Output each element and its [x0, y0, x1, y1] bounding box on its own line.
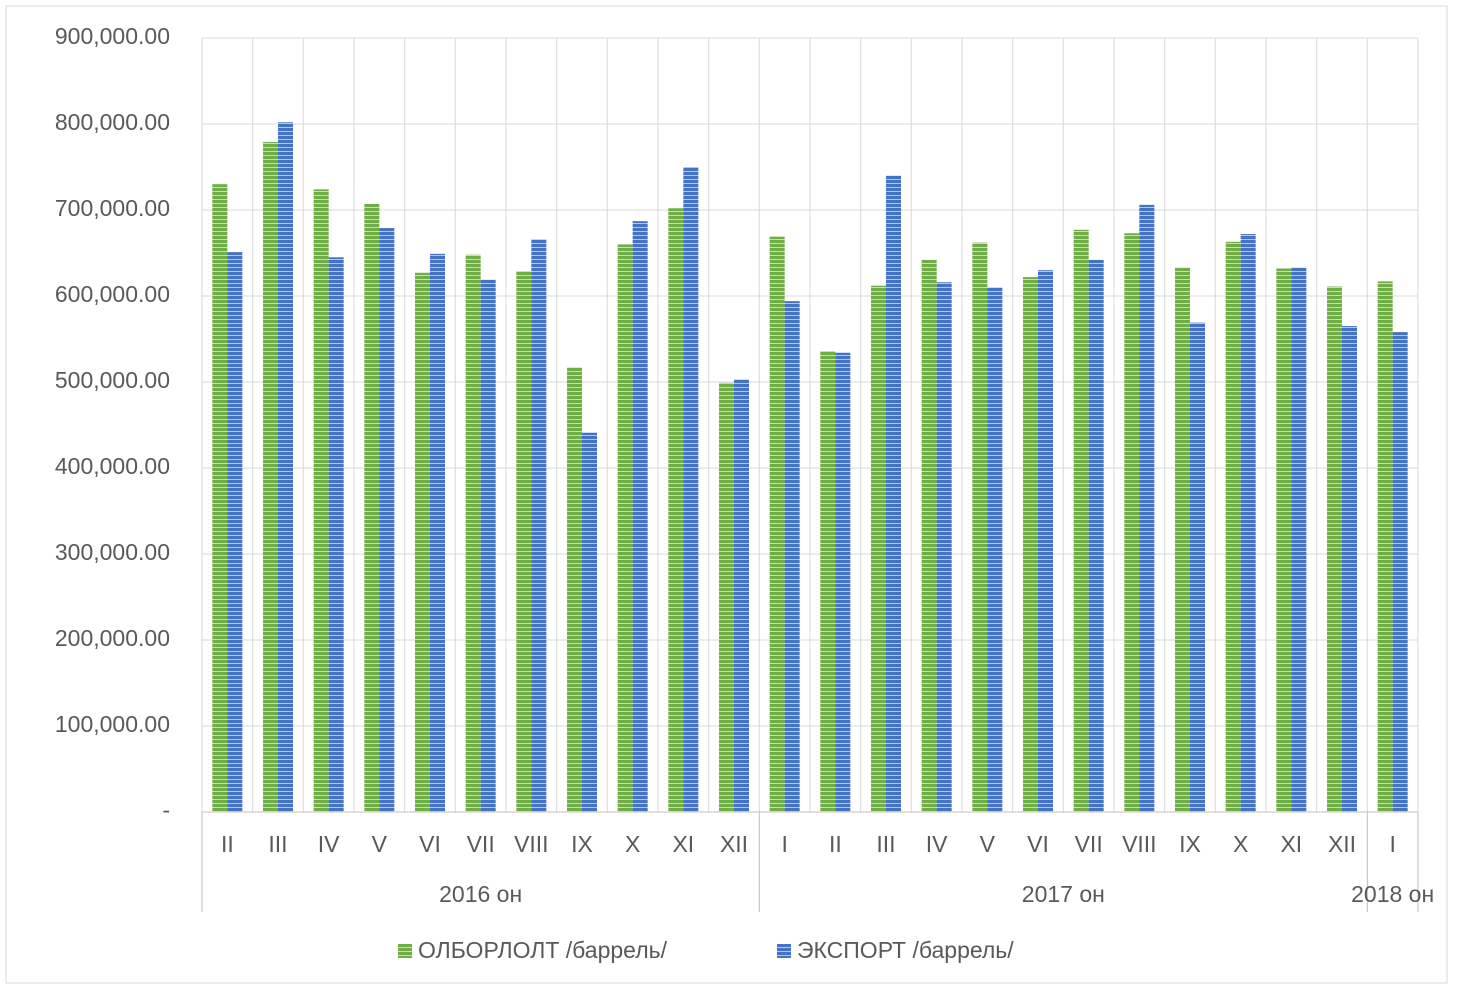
bar	[1190, 322, 1205, 812]
bar	[719, 382, 734, 812]
x-tick-label: VI	[1027, 831, 1049, 857]
bar	[582, 432, 597, 812]
bar	[531, 239, 547, 813]
bar	[683, 167, 699, 812]
bar	[1327, 286, 1342, 812]
x-tick-label: IV	[926, 831, 948, 857]
x-tick-label: X	[1233, 831, 1248, 857]
x-tick-label: III	[876, 831, 895, 857]
bar	[921, 259, 937, 812]
bar	[1073, 229, 1089, 812]
x-tick-label: XI	[1280, 831, 1302, 857]
y-tick-label: 900,000.00	[55, 23, 170, 49]
bar	[1175, 267, 1190, 812]
bar	[1240, 234, 1256, 812]
group-label: 2016 он	[439, 881, 522, 907]
y-tick-label: 800,000.00	[55, 109, 170, 135]
bar	[1023, 277, 1038, 813]
bar	[263, 142, 278, 812]
bar	[415, 272, 430, 812]
x-tick-label: I	[1389, 831, 1395, 857]
bar	[1038, 270, 1053, 812]
bar	[734, 379, 749, 812]
x-tick-label: VIII	[514, 831, 549, 857]
bar	[1124, 233, 1140, 813]
bar	[1291, 267, 1307, 812]
y-tick-label: 300,000.00	[55, 539, 170, 565]
x-tick-label: XII	[720, 831, 748, 857]
bar	[784, 301, 800, 812]
bar	[567, 367, 582, 812]
group-label: 2017 он	[1022, 881, 1105, 907]
bar	[1342, 326, 1357, 812]
x-tick-label: VI	[419, 831, 441, 857]
bar	[1377, 281, 1393, 812]
bar	[313, 189, 329, 813]
bar	[972, 242, 988, 812]
bar	[886, 175, 901, 813]
bar	[1088, 259, 1104, 812]
bar	[871, 285, 886, 812]
bar	[328, 257, 344, 812]
group-label: 2018 он	[1351, 881, 1434, 907]
bar	[1276, 268, 1292, 813]
bar	[1392, 332, 1408, 812]
x-tick-label: IX	[571, 831, 593, 857]
bar	[1225, 241, 1241, 812]
bar	[212, 184, 228, 812]
bar	[632, 221, 648, 812]
bar	[936, 282, 952, 812]
x-tick-label: XII	[1328, 831, 1356, 857]
y-tick-label: -	[162, 797, 170, 823]
bar	[516, 271, 532, 812]
y-tick-label: 600,000.00	[55, 281, 170, 307]
bar	[465, 254, 481, 813]
x-tick-label: III	[268, 831, 287, 857]
x-tick-label: IX	[1179, 831, 1201, 857]
x-tick-label: V	[980, 831, 996, 857]
bar	[430, 253, 445, 813]
y-tick-label: 700,000.00	[55, 195, 170, 221]
x-tick-label: IV	[318, 831, 340, 857]
legend-label: ЭКСПОРТ /баррель/	[797, 937, 1014, 963]
y-tick-label: 500,000.00	[55, 367, 170, 393]
x-tick-label: V	[372, 831, 388, 857]
x-tick-label: I	[781, 831, 787, 857]
x-tick-label: XI	[672, 831, 694, 857]
bar	[227, 252, 243, 812]
bar	[278, 122, 293, 812]
x-tick-label: II	[221, 831, 234, 857]
bar	[835, 352, 851, 812]
bar	[364, 203, 380, 813]
legend-swatch	[398, 944, 412, 958]
x-tick-label: X	[625, 831, 640, 857]
x-tick-label: VII	[467, 831, 495, 857]
bar	[668, 208, 684, 812]
x-tick-label: VII	[1075, 831, 1103, 857]
legend-label: ОЛБОРЛОЛТ /баррель/	[418, 937, 668, 963]
bar	[379, 228, 395, 812]
legend-swatch	[777, 944, 791, 958]
bar	[820, 351, 836, 812]
bar	[1139, 204, 1155, 813]
x-tick-label: II	[829, 831, 842, 857]
x-tick-label: VIII	[1122, 831, 1157, 857]
bar	[987, 287, 1003, 812]
bar	[617, 244, 633, 812]
y-tick-label: 200,000.00	[55, 625, 170, 651]
bar	[480, 279, 496, 812]
y-tick-label: 400,000.00	[55, 453, 170, 479]
y-tick-label: 100,000.00	[55, 711, 170, 737]
bar	[769, 236, 785, 812]
